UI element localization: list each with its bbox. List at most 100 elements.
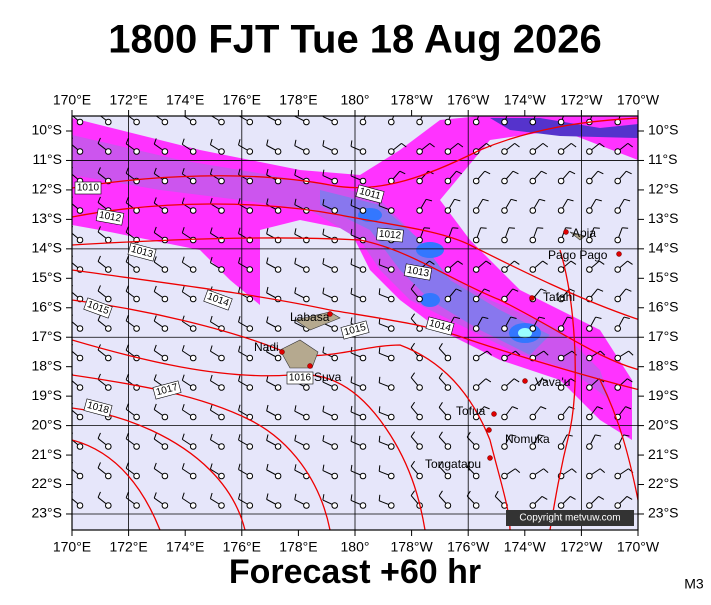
lon-label-top: 172°W: [560, 92, 603, 108]
barb-flag: [350, 228, 353, 235]
barb-flag: [238, 168, 241, 175]
wind-barb: [350, 464, 367, 480]
barb-flag: [322, 169, 325, 176]
station: [105, 118, 112, 126]
lat-label-left: 13°S: [31, 210, 62, 226]
isobar: [72, 299, 511, 530]
wind-barb: [322, 435, 339, 450]
station: [472, 384, 480, 391]
barb-flag: [238, 345, 241, 352]
barb-flag: [541, 170, 547, 175]
barb-flag: [322, 140, 325, 147]
barb-flag: [378, 376, 381, 383]
barb-flag: [125, 137, 129, 144]
station: [331, 384, 339, 391]
station: [501, 266, 508, 273]
wind-barb: [529, 406, 547, 421]
barb-flag: [239, 110, 241, 116]
station: [161, 118, 169, 126]
wind-barb: [238, 110, 254, 126]
station: [614, 148, 622, 155]
lat-label-right: 15°S: [648, 269, 679, 285]
barb-flag: [456, 170, 463, 175]
barb-flag: [125, 314, 129, 321]
wind-barb: [97, 255, 112, 273]
station: [614, 325, 622, 332]
barb-flag: [509, 110, 515, 111]
station: [359, 354, 367, 362]
barb-flag: [97, 462, 101, 469]
station: [161, 325, 169, 332]
isobar: [72, 439, 161, 530]
barb-flag: [153, 374, 157, 381]
station: [586, 266, 593, 273]
isobar: [72, 203, 638, 320]
barb-flag: [598, 495, 605, 500]
wind-barb: [501, 198, 518, 214]
station: [274, 118, 282, 126]
isobar-label: 1015: [340, 320, 370, 340]
station: [557, 502, 565, 509]
isobar-label: 1012: [376, 227, 404, 243]
station: [246, 325, 254, 332]
barb-flag: [540, 406, 547, 410]
wind-barb: [266, 316, 282, 332]
barb-flag: [125, 255, 129, 262]
barb-flag: [570, 495, 576, 500]
station: [331, 118, 339, 126]
islands: [279, 231, 586, 369]
station: [614, 384, 622, 391]
barb-flag: [209, 345, 213, 352]
barb-flag: [410, 342, 415, 349]
isobar-label: 1016: [286, 371, 314, 385]
station: [416, 148, 423, 155]
isobar-label-box: [127, 242, 157, 262]
wind-barb: [350, 169, 367, 185]
isobar-label: 1018: [83, 398, 113, 418]
barb-flag: [153, 344, 157, 351]
barb-flag: [510, 316, 517, 319]
station: [444, 148, 452, 155]
barb-flag: [565, 227, 572, 229]
wind-barb: [209, 433, 225, 450]
barb-flag: [350, 346, 353, 353]
barb-flag: [481, 110, 487, 111]
station: [557, 354, 565, 362]
station: [218, 413, 225, 421]
wind-barb: [238, 139, 254, 155]
wind-barb: [501, 170, 519, 185]
barb-flag: [350, 140, 353, 147]
lon-label-top: 176°E: [223, 92, 261, 108]
wind-barb: [438, 490, 452, 509]
barb-flag: [378, 435, 381, 442]
barb-flag: [454, 198, 461, 202]
wind-barb: [181, 286, 197, 303]
station: [529, 266, 537, 273]
lat-label-left: 22°S: [31, 475, 62, 491]
wind-barb: [557, 378, 577, 391]
station: [586, 354, 593, 362]
wind-barb: [209, 138, 225, 155]
barb-flag: [569, 288, 575, 292]
place-label: Tongatapu: [425, 457, 481, 471]
barb-flag: [294, 493, 297, 500]
barb-flag: [181, 168, 185, 175]
station: [218, 354, 225, 362]
station: [189, 502, 197, 509]
barb-flag: [181, 227, 185, 234]
station: [331, 325, 339, 332]
station: [133, 207, 140, 214]
isobars: [72, 117, 638, 530]
station: [189, 384, 197, 391]
station: [218, 443, 225, 450]
station: [388, 443, 395, 450]
station: [501, 207, 508, 214]
isobar-label-box: [286, 371, 314, 385]
barb-flag: [294, 169, 297, 176]
wind-barb: [238, 463, 254, 480]
wind-barb: [294, 287, 310, 303]
isobar-label-box: [95, 208, 125, 226]
barb-flag: [453, 316, 461, 319]
wind-barb: [586, 495, 605, 509]
wind-barb: [181, 168, 197, 185]
